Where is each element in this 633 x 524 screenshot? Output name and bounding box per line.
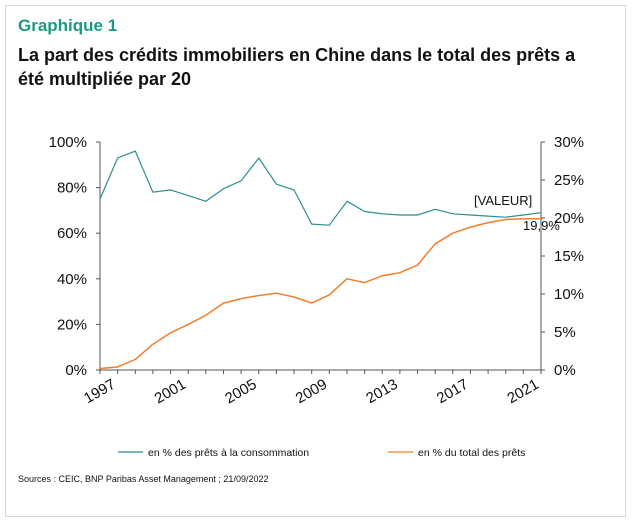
- chart-labels: [VALEUR] 19,9%: [474, 193, 560, 233]
- chart-series: [99, 150, 542, 370]
- x-tick-label: 2021: [504, 376, 541, 407]
- chart-legend: en % des prêts à la consommation en % du …: [118, 447, 525, 459]
- y-right-tick-label: 25%: [554, 172, 584, 189]
- chart-axes: 0% 20% 40% 60% 80% 100% 0% 5% 10% 15% 20% 25% 30% 199…: [49, 134, 584, 407]
- y-right-tick-label: 15%: [554, 248, 584, 265]
- y-right-tick-label: 30%: [554, 134, 584, 151]
- y-right-tick-label: 0%: [554, 362, 576, 379]
- y-left-tick-label: 100%: [49, 134, 87, 151]
- legend-label: en % du total des prêts: [418, 447, 525, 459]
- chart-title: La part des crédits immobiliers en Chine…: [18, 45, 576, 89]
- y-left-tick-label: 80%: [57, 180, 87, 197]
- series-line-total-loans: [99, 218, 541, 370]
- y-right-tick-label: 10%: [554, 286, 584, 303]
- x-tick-label: 2001: [152, 376, 189, 407]
- y-left-tick-label: 20%: [57, 316, 87, 333]
- x-tick-label: 2013: [363, 376, 400, 407]
- y-left-tick-label: 60%: [57, 225, 87, 242]
- y-left-tick-label: 0%: [65, 362, 87, 379]
- chart-frame: [5, 5, 626, 517]
- x-tick-label: 2017: [434, 376, 471, 407]
- x-tick-label: 2005: [222, 376, 259, 407]
- annotation-valeur: [VALEUR]: [474, 193, 532, 208]
- x-tick-label: 2009: [293, 376, 330, 407]
- chart-kicker: Graphique 1: [18, 16, 118, 35]
- x-tick-label: 1997: [81, 376, 118, 407]
- y-right-tick-label: 5%: [554, 324, 576, 341]
- y-left-tick-label: 40%: [57, 271, 87, 288]
- y-right-tick-label: 20%: [554, 210, 584, 227]
- annotation-last-value: 19,9%: [523, 218, 560, 233]
- series-line-consumption: [99, 150, 542, 226]
- legend-label: en % des prêts à la consommation: [148, 447, 309, 459]
- source-note: Sources : CEIC, BNP Paribas Asset Manage…: [18, 474, 269, 484]
